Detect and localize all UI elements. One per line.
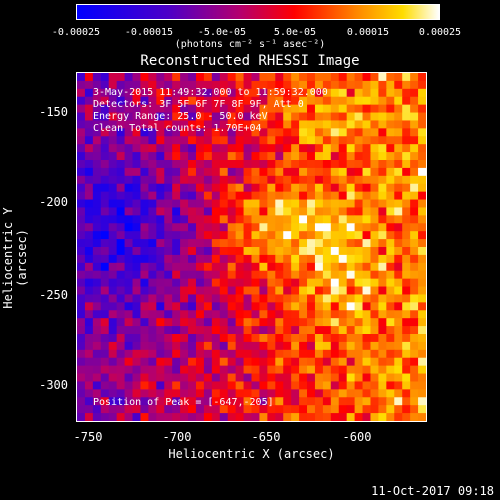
x-tick-label: -750 — [73, 430, 103, 444]
timestamp: 11-Oct-2017 09:18 — [371, 484, 494, 498]
x-tick-label: -700 — [162, 430, 192, 444]
colorbar-tick-label: -5.0e-05 — [197, 27, 247, 38]
colorbar-tick-label: 0.00015 — [346, 27, 390, 38]
y-tick-label: -250 — [39, 288, 68, 302]
x-tick-label: -600 — [342, 430, 372, 444]
image-title: Reconstructed RHESSI Image — [140, 53, 360, 69]
y-axis-label: Heliocentric Y (arcsec) — [1, 207, 29, 309]
rhessi-image-plot: 3-May-2015 11:49:32.000 to 11:59:32.000 … — [76, 72, 427, 422]
colorbar-tick-label: 5.0e-05 — [273, 27, 317, 38]
colorbar-tick-label: -0.00025 — [51, 27, 101, 38]
colorbar-tick-label: 0.00025 — [418, 27, 462, 38]
rhessi-image-heatmap — [77, 73, 426, 421]
y-tick-label: -150 — [39, 105, 68, 119]
peak-position-text: Position of Peak = [-647,-205] — [93, 397, 274, 408]
time-range-text: 3-May-2015 11:49:32.000 to 11:59:32.000 — [93, 87, 328, 98]
energy-range-text: Energy Range: 25.0 - 50.0 keV — [93, 111, 268, 122]
y-tick-label: -200 — [39, 195, 68, 209]
clean-counts-text: Clean Total counts: 1.70E+04 — [93, 123, 262, 134]
y-tick-label: -300 — [39, 378, 68, 392]
x-axis-label: Heliocentric X (arcsec) — [168, 447, 335, 461]
colorbar-tick-label: -0.00015 — [124, 27, 174, 38]
colorbar — [76, 4, 440, 20]
detectors-text: Detectors: 3F 5F 6F 7F 8F 9F, Att 0 — [93, 99, 304, 110]
x-tick-label: -650 — [251, 430, 281, 444]
colorbar-unit-label: (photons cm⁻² s⁻¹ asec⁻²) — [174, 39, 326, 50]
